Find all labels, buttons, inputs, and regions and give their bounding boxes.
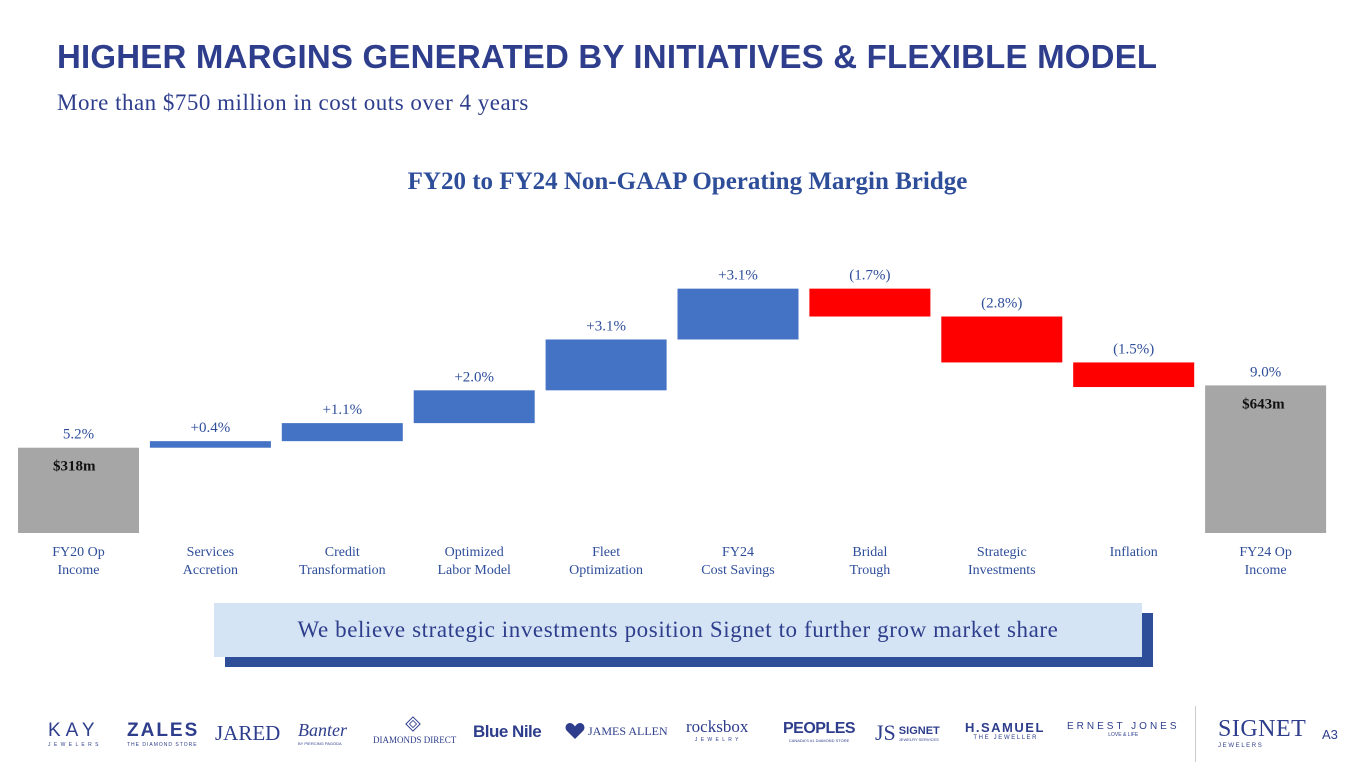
h-samuel-logo-sub: T H E J E W E L L E R [973,735,1037,741]
callout-banner: We believe strategic investments positio… [214,603,1142,657]
bar-7 [941,316,1063,363]
h-samuel-logo-text: H.SAMUEL [965,720,1045,735]
zales-logo-text: ZALES [127,720,200,741]
rocksbox-logo-sub: J E W E L R Y [694,737,740,743]
value-label-2: +1.1% [322,402,362,418]
peoples-logo: PEOPLES CANADA'S #1 DIAMOND STORE [783,720,856,743]
chart-title: FY20 to FY24 Non-GAAP Operating Margin B… [407,168,968,195]
category-label-5: FY24 Cost Savings [701,545,775,578]
bar-0 [18,447,139,533]
category-label-7: Strategic Investments [968,545,1036,578]
bar-4 [545,339,667,391]
signet-logo: SIGNET J E W E L E R S [1218,716,1306,749]
value-label-0: 5.2% [63,427,94,443]
category-label-2: Credit Transformation [299,545,386,578]
value-label-3: +2.0% [454,369,494,385]
value-label-4: +3.1% [586,318,626,334]
bar-6 [809,288,931,317]
jared-logo: JARED [215,721,281,745]
value-label-9: 9.0% [1250,364,1281,380]
category-label-0: FY20 Op Income [52,545,105,578]
signet-logo-sub: J E W E L E R S [1218,743,1262,749]
ernest-jones-logo-text: ERNEST JONES [1067,721,1180,732]
category-label-4: Fleet Optimization [569,545,643,578]
ernest-jones-logo-sub: LOVE & LIFE [1108,732,1139,738]
banter-logo-sub: BY PIERCING PAGODA [298,741,342,746]
james-allen-logo: JAMES ALLEN [565,722,668,740]
diamond-icon [405,716,421,732]
category-label-6: Bridal Trough [850,545,891,578]
bar-9 [1205,385,1327,533]
category-label-9: FY24 Op Income [1239,545,1292,578]
bar-8 [1073,362,1195,388]
value-label-5: +3.1% [718,268,758,284]
bar-1 [149,441,271,448]
value-label-8: (1.5%) [1113,341,1154,357]
kay-logo-sub: J E W E L E R S [48,742,100,748]
bar-5 [677,288,799,340]
rocksbox-logo: rocksbox J E W E L R Y [686,717,748,743]
inner-label-0: $318m [53,459,96,475]
peoples-logo-sub: CANADA'S #1 DIAMOND STORE [788,738,850,743]
page-number: A3 [1322,727,1338,742]
category-label-3: Optimized Labor Model [437,545,511,578]
blue-nile-logo: Blue Nile [473,722,542,741]
signet-jewelry-services-logo: JS SIGNET JEWELRY SERVICES [875,720,940,746]
value-label-7: (2.8%) [981,296,1022,312]
signet-services-text: SIGNET [898,724,940,737]
js-monogram-icon: JS [875,720,896,745]
waterfall-chart: 5.2% $318m FY20 Op Income +0.4% Services Accre… [18,268,1327,578]
diamonds-direct-logo-text: DIAMONDS DIRECT [373,735,457,745]
brand-logo-strip: KAY J E W E L E R S ZALES THE DIAMOND ST… [40,712,1190,752]
ernest-jones-logo: ERNEST JONES LOVE & LIFE [1067,721,1180,738]
page-title: HIGHER MARGINS GENERATED BY INITIATIVES … [57,38,1158,75]
diamonds-direct-logo: DIAMONDS DIRECT [373,716,457,745]
category-label-8: Inflation [1110,545,1158,560]
signet-logo-text: SIGNET [1218,716,1307,742]
footer-divider [1195,706,1196,762]
banter-logo-text: Banter [298,720,347,740]
zales-logo: ZALES THE DIAMOND STORE [127,720,199,748]
kay-logo-text: KAY [48,720,100,741]
zales-logo-sub: THE DIAMOND STORE [127,742,198,748]
h-samuel-logo: H.SAMUEL T H E J E W E L L E R [965,720,1045,741]
inner-label-9: $643m [1242,396,1285,412]
signet-services-sub: JEWELRY SERVICES [898,736,939,742]
value-label-6: (1.7%) [849,268,890,284]
bar-3 [413,390,535,424]
kay-logo: KAY J E W E L E R S [48,720,100,748]
value-label-1: +0.4% [191,420,231,436]
rocksbox-logo-text: rocksbox [686,717,749,736]
heart-icon [565,723,585,739]
banter-logo: Banter BY PIERCING PAGODA [298,720,347,746]
james-allen-logo-text: JAMES ALLEN [588,723,668,738]
peoples-logo-text: PEOPLES [783,720,856,737]
category-label-1: Services Accretion [183,545,238,578]
page-subtitle: More than $750 million in cost outs over… [57,90,529,115]
bar-2 [281,423,403,442]
